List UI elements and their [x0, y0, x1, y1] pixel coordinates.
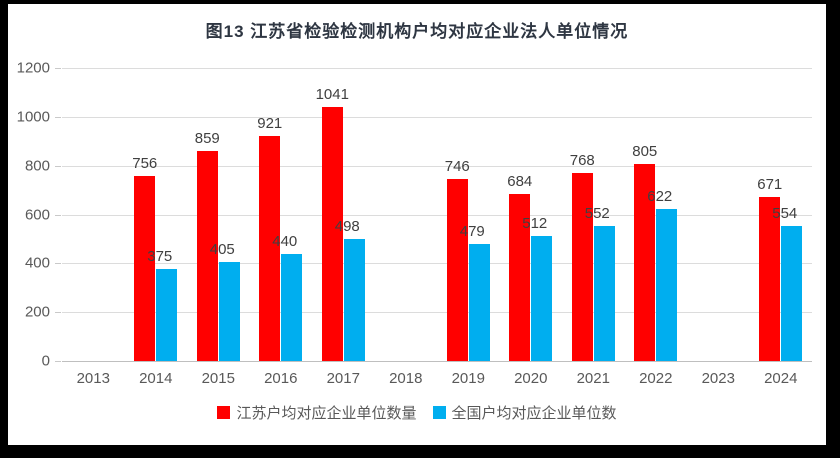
x-axis-label: 2017 — [326, 370, 360, 387]
x-axis-label: 2015 — [201, 370, 235, 387]
bar-jiangsu: 671 — [757, 176, 782, 361]
year-slot: 1041 498 — [312, 68, 375, 361]
y-tick-mark — [55, 263, 61, 265]
bar-national: 512 — [522, 215, 553, 361]
x-axis-label: 2014 — [139, 370, 173, 387]
y-axis-label: 600 — [24, 206, 50, 223]
legend-swatch-jiangsu — [217, 406, 231, 419]
data-label: 768 — [569, 152, 595, 170]
data-label: 622 — [647, 188, 673, 206]
data-label: 479 — [459, 223, 485, 241]
x-axis-label: 2021 — [576, 370, 610, 387]
bar-jiangsu: 746 — [445, 158, 470, 361]
gridline — [62, 312, 812, 314]
x-axis-label: 2022 — [639, 370, 673, 387]
bar-jiangsu: 805 — [632, 143, 657, 361]
x-axis-label: 2019 — [451, 370, 485, 387]
year-slot: 859 405 — [187, 68, 250, 361]
data-label: 921 — [257, 115, 283, 133]
data-label: 512 — [522, 215, 548, 232]
year-slot — [375, 68, 438, 361]
gridline — [62, 214, 812, 216]
legend-label: 全国户均对应企业单位数 — [451, 405, 617, 422]
x-axis-label: 2013 — [76, 370, 110, 387]
y-tick-mark — [55, 165, 61, 167]
legend-swatch-national — [432, 406, 446, 419]
bar-jiangsu: 684 — [507, 173, 532, 361]
data-label: 671 — [757, 176, 783, 194]
data-label: 440 — [272, 232, 298, 250]
plot-area: 0 200 400 600 800 1000 1200 2013 756 375 2014 859 40… — [17, 60, 813, 387]
data-label: 1041 — [315, 85, 349, 103]
bar-jiangsu: 756 — [132, 155, 157, 361]
y-tick-mark — [55, 361, 61, 362]
bar-national: 622 — [647, 188, 678, 361]
legend-item: 江苏户均对应企业单位数量 — [217, 402, 417, 423]
year-slot: 684 512 — [500, 68, 563, 361]
bar-jiangsu: 859 — [195, 130, 220, 361]
data-label: 405 — [209, 241, 235, 259]
y-tick-mark — [55, 116, 61, 118]
bar-national: 498 — [335, 218, 365, 361]
legend: 江苏户均对应企业单位数量 全国户均对应企业单位数 — [8, 402, 826, 423]
gridline — [62, 263, 812, 265]
y-axis-label: 0 — [41, 352, 50, 370]
chart-title: 图13 江苏省检验检测机构户均对应企业法人单位情况 — [205, 22, 629, 41]
bar-national: 554 — [772, 205, 803, 361]
data-label: 756 — [132, 155, 158, 173]
bar-national: 479 — [460, 223, 490, 361]
x-axis-label: 2020 — [514, 370, 548, 387]
bar-national: 552 — [585, 205, 615, 361]
y-axis-label: 400 — [24, 254, 50, 272]
y-tick-mark — [55, 68, 61, 69]
gridline — [62, 68, 812, 69]
chart-canvas: 图13 江苏省检验检测机构户均对应企业法人单位情况 0 200 400 600 800 1… — [8, 4, 826, 445]
x-axis-label: 2018 — [389, 370, 423, 387]
bar-national: 405 — [210, 241, 240, 361]
year-slot: 768 552 — [562, 68, 625, 361]
bar-national: 440 — [272, 233, 303, 361]
data-label: 805 — [632, 143, 658, 161]
data-label: 684 — [507, 173, 533, 190]
x-axis-label: 2016 — [264, 370, 298, 387]
year-slot: 805 622 — [625, 68, 688, 361]
year-slot — [62, 68, 125, 361]
y-axis-label: 1200 — [16, 59, 50, 77]
x-axis-label: 2024 — [764, 370, 798, 387]
y-axis-label: 200 — [24, 303, 50, 321]
data-label: 498 — [334, 218, 360, 236]
y-axis-label: 800 — [24, 157, 50, 175]
year-slot: 921 440 — [250, 68, 313, 361]
year-slot: 746 479 — [437, 68, 500, 361]
gridline — [62, 116, 812, 118]
data-label: 552 — [584, 205, 610, 223]
bar-jiangsu: 1041 — [316, 86, 349, 361]
year-slot: 756 375 — [125, 68, 188, 361]
y-tick-mark — [55, 214, 61, 216]
x-axis-label: 2023 — [701, 370, 735, 387]
data-label: 375 — [147, 248, 173, 266]
bar-jiangsu: 768 — [570, 152, 595, 361]
data-label: 746 — [444, 157, 470, 175]
x-axis-line — [62, 361, 812, 362]
legend-item: 全国户均对应企业单位数 — [432, 402, 617, 423]
year-slot — [687, 68, 750, 361]
bar-national: 375 — [147, 248, 178, 361]
legend-label: 江苏户均对应企业单位数量 — [236, 405, 417, 422]
data-label: 554 — [772, 204, 798, 222]
data-label: 859 — [194, 130, 220, 148]
y-tick-mark — [55, 312, 61, 314]
gridline — [62, 165, 812, 167]
year-slot: 671 554 — [750, 68, 813, 361]
y-axis-label: 1000 — [16, 108, 50, 126]
bar-jiangsu: 921 — [257, 115, 282, 361]
